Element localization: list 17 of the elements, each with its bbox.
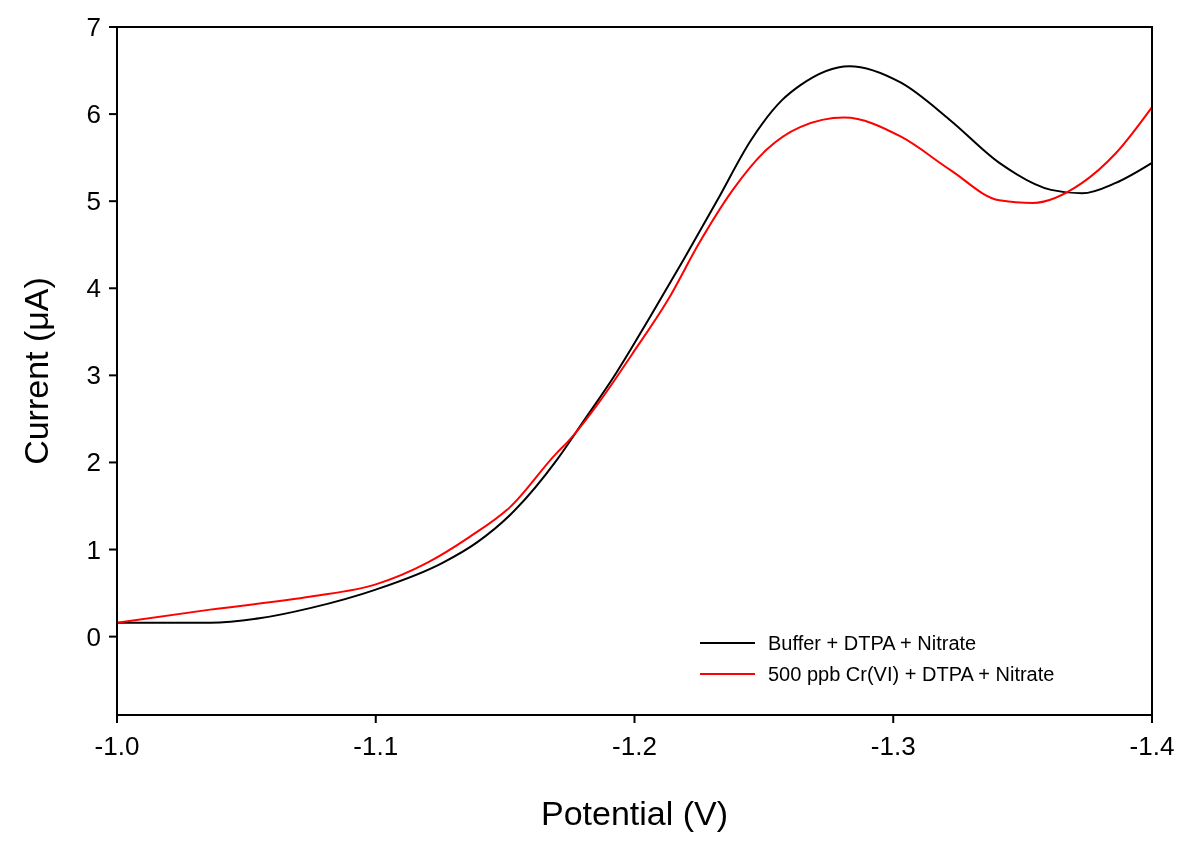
y-tick-label: 6 (86, 99, 101, 130)
y-axis-title: Current (μA) (17, 277, 55, 465)
x-tick-label: -1.0 (94, 731, 140, 761)
legend-label: Buffer + DTPA + Nitrate (768, 632, 977, 654)
x-tick-label: -1.4 (1129, 731, 1175, 761)
x-tick-label: -1.3 (870, 731, 916, 761)
y-tick-label: 4 (86, 273, 101, 304)
legend-label: 500 ppb Cr(VI) + DTPA + Nitrate (768, 663, 1055, 685)
y-tick-label: 0 (86, 621, 101, 652)
x-tick-label: -1.1 (353, 731, 399, 761)
y-tick-label: 7 (86, 12, 101, 42)
y-tick-label: 2 (86, 447, 101, 478)
y-tick-label: 1 (86, 534, 101, 565)
y-tick-label: 5 (86, 186, 101, 217)
y-tick-label: 3 (86, 360, 101, 391)
x-tick-label: -1.2 (612, 731, 657, 761)
x-axis-title: Potential (V) (540, 794, 729, 832)
